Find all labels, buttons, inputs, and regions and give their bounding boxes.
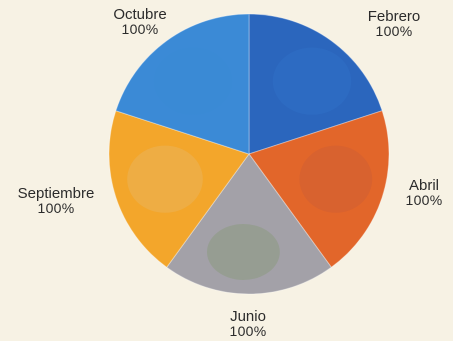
slice-percent-junio: 100% xyxy=(229,323,266,339)
slice-label-abril: Abril xyxy=(409,177,439,194)
pie-slice-highlight-octubre xyxy=(153,47,233,115)
slice-percent-febrero: 100% xyxy=(375,23,412,39)
pie-slice-junio xyxy=(166,153,332,295)
slice-percent-abril: 100% xyxy=(405,192,442,208)
pie-labels: Febrero100%Abril100%Junio100%Septiembre1… xyxy=(18,6,443,339)
slice-label-junio: Junio xyxy=(230,308,266,325)
slice-label-septiembre: Septiembre xyxy=(18,185,95,202)
slice-label-octubre: Octubre xyxy=(113,6,166,23)
pie-slice-highlight-junio xyxy=(207,224,280,280)
pie-highlights xyxy=(127,47,373,280)
slice-percent-septiembre: 100% xyxy=(37,200,74,216)
pie-slice-highlight-septiembre xyxy=(127,145,203,213)
pie-slice-highlight-febrero xyxy=(272,47,352,115)
slice-percent-octubre: 100% xyxy=(121,21,158,37)
slice-label-febrero: Febrero xyxy=(368,8,421,25)
pie-slice-highlight-abril xyxy=(299,145,373,213)
